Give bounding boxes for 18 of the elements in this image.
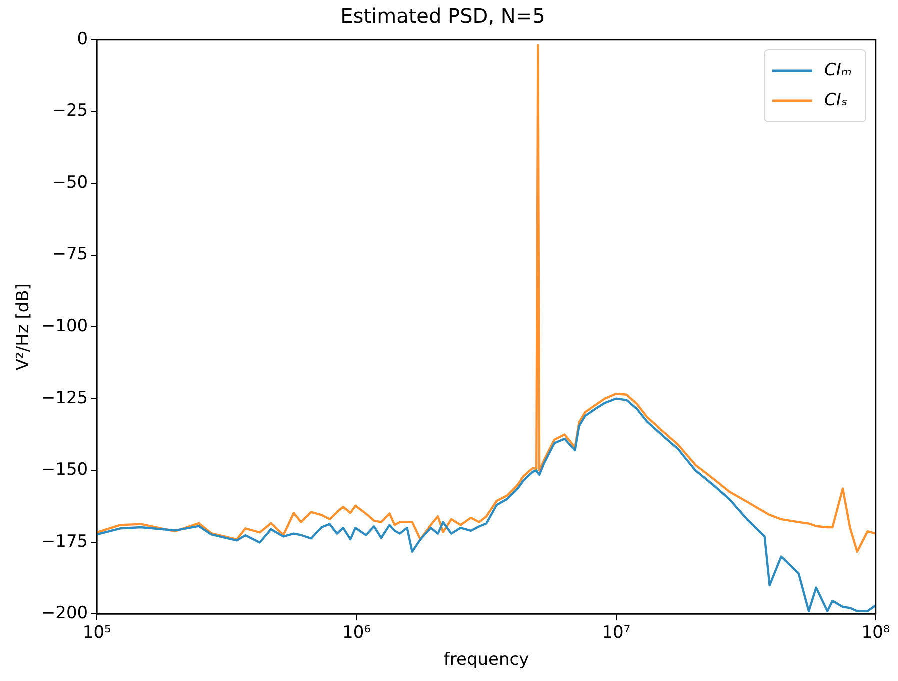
y-tick-label: −175 xyxy=(41,532,88,552)
y-axis-title: V²/Hz [dB] xyxy=(14,284,34,371)
y-tick-label: −125 xyxy=(41,388,88,408)
y-tick-label: −150 xyxy=(41,460,88,480)
x-axis-title: frequency xyxy=(444,650,530,670)
y-tick-label: −50 xyxy=(52,172,88,193)
y-tick-label: −25 xyxy=(52,101,88,122)
y-tick-label: 0 xyxy=(77,29,88,50)
legend-label: CIₘ xyxy=(824,60,852,80)
chart-title: Estimated PSD, N=5 xyxy=(340,4,546,28)
legend-label: CIₛ xyxy=(824,90,848,110)
x-tick-label: 10⁵ xyxy=(82,622,112,643)
x-tick-label: 10⁸ xyxy=(862,622,890,643)
y-tick-label: −200 xyxy=(41,604,88,624)
x-tick-label: 10⁶ xyxy=(342,622,372,643)
y-tick-label: −100 xyxy=(41,316,88,337)
x-tick-label: 10⁷ xyxy=(602,622,631,643)
y-tick-label: −75 xyxy=(52,244,88,265)
